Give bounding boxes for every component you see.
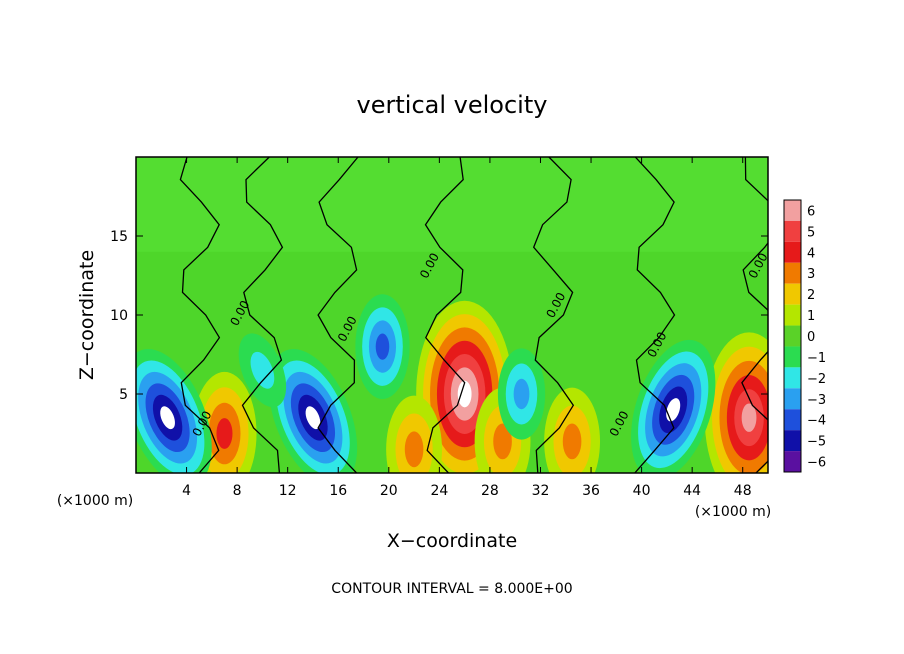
colorbar-tick-label: −5 [807, 435, 826, 450]
x-tick-label: 48 [734, 483, 752, 499]
zero-contour-line [532, 157, 575, 473]
updraft-core-4-level-2 [562, 423, 582, 460]
x-tick-label: 28 [481, 483, 499, 499]
x-tick-label: 32 [532, 483, 550, 499]
colorbar-tick-label: 4 [807, 246, 815, 261]
colorbar-frame [783, 199, 802, 473]
chart-title: vertical velocity [357, 91, 548, 119]
downdraft-core-6-level-5 [160, 406, 175, 430]
velocity-field [136, 157, 768, 473]
downdraft-core-11-level-1 [250, 351, 275, 389]
updraft-core-5-level-2 [493, 423, 512, 460]
zero-contour-line [424, 157, 466, 473]
colorbar-tick-label: 3 [807, 267, 815, 282]
colorbar-tick-label: 5 [807, 225, 815, 240]
y-tick-label: 15 [110, 229, 128, 245]
downdraft-core-8-level-3 [375, 333, 390, 360]
colorbar-swatch [784, 388, 801, 410]
colorbar-tick-label: −4 [807, 414, 826, 429]
downdraft-core-7-level-5 [305, 406, 321, 430]
colorbar-swatch [784, 346, 801, 368]
zero-contour-line [241, 157, 284, 473]
x-tick-label: 16 [329, 483, 347, 499]
updraft-core-0-level-6 [457, 380, 472, 408]
colorbar-swatch [784, 241, 801, 263]
x-unit-right: (×1000 m) [695, 504, 771, 520]
colorbar-swatch [784, 451, 801, 472]
x-tick-label: 20 [380, 483, 398, 499]
colorbar-swatch [784, 283, 801, 305]
updraft-core-1-level-5 [741, 403, 757, 432]
colorbar-tick-label: 0 [807, 330, 815, 345]
colorbar-tick-label: −1 [807, 351, 826, 366]
x-tick-label: 4 [182, 483, 191, 499]
colorbar-swatch [784, 325, 801, 347]
updraft-core-3-level-2 [404, 431, 424, 468]
zero-contour-line [179, 157, 221, 473]
updraft-core-2-level-3 [216, 418, 233, 449]
colorbar-tick-label: 6 [807, 204, 815, 219]
y-tick-label: 10 [110, 308, 128, 324]
colorbar-swatch [784, 220, 801, 242]
downdraft-core-10-level-2 [513, 378, 530, 410]
downdraft-core-9-level-5 [666, 398, 681, 422]
upper-band [136, 157, 768, 252]
plot-area: 0.000.000.000.000.000.000.000.00 4 8 12 16 2… [110, 156, 769, 499]
colorbar-swatch [784, 430, 801, 452]
y-tick-label: 5 [119, 387, 128, 403]
colorbar-tick-label: 1 [807, 309, 815, 324]
x-tick-label: 36 [582, 483, 600, 499]
colorbar-tick-label: −2 [807, 372, 826, 387]
x-axis-label: X−coordinate [387, 530, 517, 552]
x-unit-left: (×1000 m) [57, 493, 133, 509]
zero-contour-line [634, 157, 676, 473]
colorbar-swatch [784, 262, 801, 284]
zero-contour-line [317, 157, 359, 473]
colorbar-tick-label: 2 [807, 288, 815, 303]
y-axis-label: Z−coordinate [76, 250, 98, 380]
colorbar-tick-label: −3 [807, 393, 826, 408]
colorbar-swatch [784, 304, 801, 326]
colorbar-swatch [784, 409, 801, 431]
contour-interval-note: CONTOUR INTERVAL = 8.000E+00 [331, 581, 572, 597]
x-tick-label: 12 [279, 483, 297, 499]
colorbar-swatch [784, 367, 801, 389]
x-tick-label: 8 [233, 483, 242, 499]
x-tick-label: 24 [430, 483, 448, 499]
y-axis-ticks: 5 10 15 [110, 229, 768, 403]
x-tick-label: 40 [633, 483, 651, 499]
colorbar-swatch [784, 200, 801, 221]
colorbar: 6 5 4 3 2 1 0 −1 −2 −3 −4 −5 −6 [783, 199, 826, 473]
colorbar-tick-label: −6 [807, 456, 826, 471]
x-tick-label: 44 [683, 483, 701, 499]
x-axis-ticks: 4 8 12 16 20 24 28 32 36 40 44 48 [182, 157, 752, 499]
